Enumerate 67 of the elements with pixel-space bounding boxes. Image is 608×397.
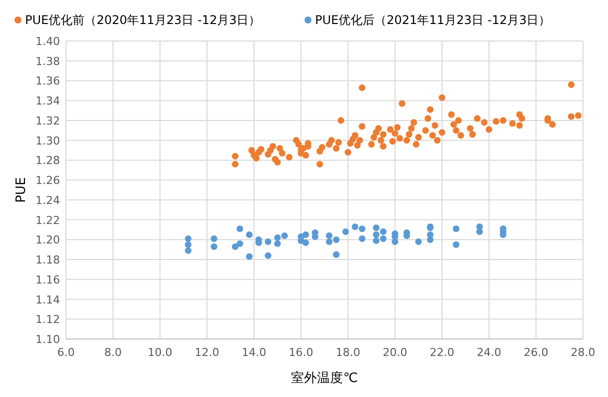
point [281,232,288,239]
point [372,231,380,238]
point [380,235,387,242]
point [246,231,253,238]
point [302,231,309,238]
point [264,238,272,245]
point [210,243,218,250]
x-tick-label: 8.0 [104,346,122,359]
y-tick-label: 1.28 [36,154,60,168]
x-tick-label: 22.0 [430,346,454,359]
x-tick-label: 6.0 [57,346,75,359]
x-tick-label: 16.0 [288,346,314,359]
point [274,234,281,241]
x-tick-label: 28.0 [570,346,596,359]
point [332,251,340,258]
point [264,252,272,259]
point [274,240,281,247]
x-tick-label: 26.0 [524,346,548,359]
point [210,235,218,242]
point [332,236,340,243]
point [372,237,380,244]
x-tick-label: 20.0 [382,346,408,359]
x-tick-label: 18.0 [336,346,360,359]
y-tick-label: 1.10 [36,333,60,346]
point [246,253,253,260]
y-tick-label: 1.26 [36,174,60,188]
y-tick-label: 1.30 [36,134,60,148]
point [352,223,358,230]
point [358,225,366,232]
point [452,225,460,232]
point [342,228,349,236]
point [380,228,387,236]
x-tick-label: 10.0 [148,346,172,359]
point [232,243,238,250]
point [426,236,434,243]
y-axis-title: PUE [14,177,29,203]
y-tick-label: 1.36 [36,74,60,88]
x-tick-label: 12.0 [194,346,220,359]
point [326,232,332,239]
point [184,247,192,254]
y-tick-label: 1.40 [36,35,60,48]
y-tick-label: 1.38 [36,54,60,68]
point [236,225,244,232]
point [358,235,366,242]
x-tick-label: 14.0 [242,346,266,359]
point [476,228,483,236]
point [415,238,422,245]
y-tick-label: 1.22 [36,214,60,227]
y-tick-label: 1.14 [36,293,60,306]
y-tick-label: 1.20 [36,234,60,247]
legend-label: PUE优化后（2021年11月23日 -12月3日） [315,13,551,27]
y-tick-label: 1.16 [36,273,60,286]
point [372,224,380,232]
y-tick-label: 1.32 [36,114,60,128]
x-tick-label: 24.0 [476,346,502,359]
point [184,235,192,242]
point [326,238,332,245]
y-tick-label: 1.12 [36,313,60,326]
point [184,241,192,248]
point [452,241,460,248]
point [302,239,309,246]
x-axis-title: 室外温度℃ [291,370,358,386]
y-tick-label: 1.24 [36,194,60,207]
point [236,240,244,247]
legend-label: PUE优化前（2020年11月23日 -12月3日） [25,13,261,27]
y-tick-label: 1.18 [36,254,60,267]
y-tick-label: 1.34 [36,94,60,108]
